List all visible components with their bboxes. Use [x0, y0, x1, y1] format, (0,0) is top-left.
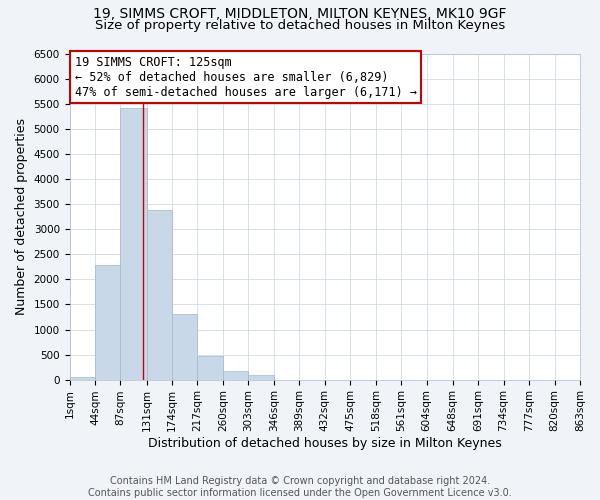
Y-axis label: Number of detached properties: Number of detached properties: [15, 118, 28, 316]
Text: 19 SIMMS CROFT: 125sqm
← 52% of detached houses are smaller (6,829)
47% of semi-: 19 SIMMS CROFT: 125sqm ← 52% of detached…: [74, 56, 416, 98]
Text: Size of property relative to detached houses in Milton Keynes: Size of property relative to detached ho…: [95, 18, 505, 32]
Bar: [248, 375, 274, 380]
Bar: [223, 370, 248, 380]
Bar: [70, 376, 95, 380]
Text: Contains HM Land Registry data © Crown copyright and database right 2024.
Contai: Contains HM Land Registry data © Crown c…: [88, 476, 512, 498]
X-axis label: Distribution of detached houses by size in Milton Keynes: Distribution of detached houses by size …: [148, 437, 502, 450]
Bar: [172, 314, 197, 380]
Bar: [146, 210, 172, 380]
Bar: [121, 108, 146, 380]
Text: 19, SIMMS CROFT, MIDDLETON, MILTON KEYNES, MK10 9GF: 19, SIMMS CROFT, MIDDLETON, MILTON KEYNE…: [93, 8, 507, 22]
Bar: [197, 356, 223, 380]
Bar: [95, 266, 121, 380]
